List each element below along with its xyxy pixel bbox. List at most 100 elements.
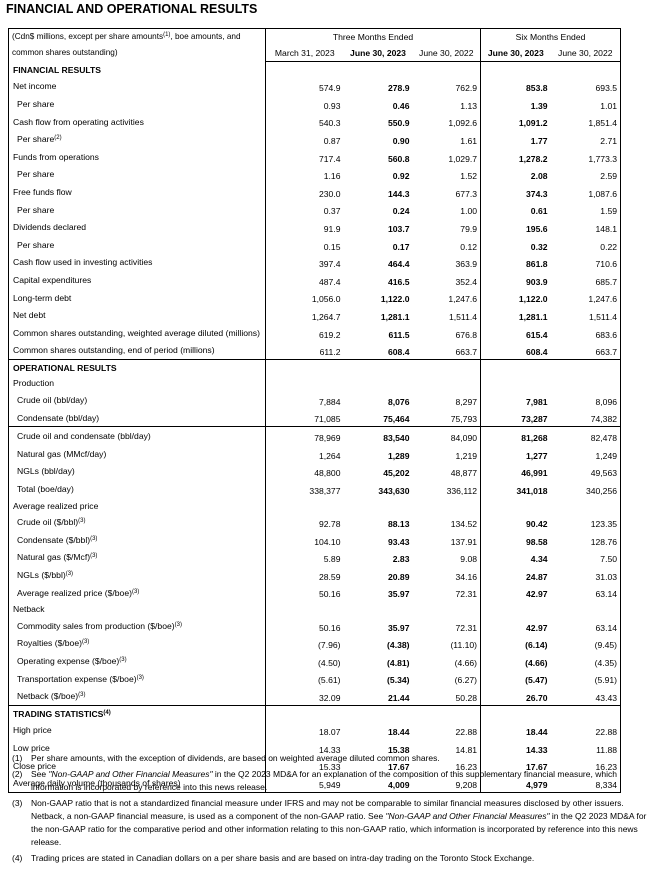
empty-cell [344, 601, 413, 617]
empty-cell [480, 704, 551, 722]
data-row: Close price 15.33 17.67 16.23 17.67 16.23 [8, 756, 621, 775]
data-row: Netback ($/boe)(3) 32.09 21.44 50.28 26.70 43… [8, 687, 621, 706]
value-cell: 73,287 [480, 408, 551, 427]
data-row: Per share(2) 0.87 0.90 1.61 1.77 2.71 [8, 130, 621, 148]
value-cell: (4.66) [480, 652, 551, 670]
data-row: Cash flow from operating activities 540.3… [8, 112, 621, 131]
value-cell: 1,087.6 [588, 188, 618, 199]
row-label: Per share [8, 165, 266, 184]
value-cell: 63.14 [595, 622, 618, 633]
row-label: Long-term debt [8, 288, 266, 307]
value-cell: 49,563 [590, 468, 618, 479]
value-cell: 35.97 [387, 589, 410, 600]
value-cell: 90.42 [480, 513, 551, 532]
empty-cell [412, 704, 481, 722]
value-cell: 50.28 [455, 692, 478, 703]
value-cell: 1,511.4 [588, 311, 618, 322]
footnote-marker: (1) [12, 753, 23, 763]
value-cell: (5.34) [387, 675, 410, 686]
label-text: Capital expenditures [13, 274, 92, 285]
value-cell: 81,268 [480, 426, 551, 446]
value-cell: 1,056.0 [311, 294, 341, 305]
empty-cell [480, 601, 551, 617]
label-text: Close price [13, 760, 56, 771]
value-cell: 7,884 [318, 396, 341, 407]
value-cell: 903.9 [480, 271, 551, 289]
empty-cell [550, 704, 621, 722]
data-row: Net income 574.9 278.9 762.9 853.8 693.5 [8, 77, 621, 96]
value-cell: 574.9 [318, 83, 341, 94]
value-cell: 48,800 [314, 468, 341, 479]
footnote: (2) See "Non-GAAP and Other Financial Mea… [0, 768, 655, 794]
label-text: Per share [17, 204, 55, 215]
label-text: Per share [17, 239, 55, 250]
value-cell: 2.08 [480, 165, 551, 184]
value-cell: 14.33 [318, 744, 341, 755]
group-header: Six Months Ended [480, 28, 621, 45]
value-cell: 560.8 [387, 153, 410, 164]
row-label: Cash flow from operating activities [8, 112, 266, 131]
empty-cell [413, 376, 481, 392]
data-row: NGLs ($/bbl)(3) 28.59 20.89 34.16 24.87 31.03 [8, 566, 621, 584]
value-cell: 615.4 [480, 323, 551, 342]
value-cell: 1,511.4 [448, 311, 478, 322]
value-cell: 340,256 [585, 485, 618, 496]
value-cell: 343,630 [378, 485, 410, 496]
column-header: March 31, 2023 [265, 45, 344, 62]
row-label: Common shares outstanding, end of period… [8, 341, 266, 360]
value-cell: (4.50) [318, 657, 341, 668]
value-cell: 5,949 [318, 779, 341, 790]
data-row: Dividends declared 91.9 103.7 79.9 195.6 148.… [8, 218, 621, 236]
header-note: (Cdn$ millions, except per share amounts… [8, 28, 266, 62]
empty-cell [551, 376, 621, 392]
value-cell: (4.81) [387, 657, 410, 668]
value-cell: 144.3 [387, 188, 410, 199]
value-cell: 230.0 [318, 188, 341, 199]
row-label: Capital expenditures [8, 271, 266, 289]
value-cell: 1,264 [318, 450, 341, 461]
value-cell: 1.13 [460, 100, 478, 111]
value-cell: 4,009 [387, 779, 410, 790]
value-cell: 4.34 [480, 548, 551, 567]
footnote-marker: (4) [12, 853, 23, 863]
empty-cell [551, 62, 621, 78]
empty-cell [344, 498, 413, 514]
value-cell: 148.1 [595, 223, 618, 234]
value-cell: 42.97 [480, 617, 551, 635]
table-body: FINANCIAL RESULTS Net income 574.9 278.9 762… [8, 61, 621, 793]
value-cell: 74,382 [590, 414, 618, 425]
row-label: Per share [8, 95, 266, 113]
value-cell: 1,281.1 [480, 306, 551, 324]
label-text: Free funds flow [13, 186, 72, 197]
value-cell: 50.16 [318, 589, 341, 600]
row-label: High price [8, 721, 266, 740]
value-cell: 717.4 [318, 153, 341, 164]
value-cell: 663.7 [455, 347, 478, 358]
value-cell: 1,247.6 [588, 294, 618, 305]
data-row: Crude oil ($/bbl)(3) 92.78 88.13 134.52 90.4… [8, 513, 621, 532]
data-row: Crude oil (bbl/day) 7,884 8,076 8,297 7,981 8… [8, 391, 621, 409]
data-row: Low price 14.33 15.38 14.81 14.33 11.88 [8, 739, 621, 757]
heading-row: Average realized price [8, 497, 621, 514]
value-cell: 42.97 [480, 583, 551, 602]
data-row: Common shares outstanding, weighted aver… [8, 323, 621, 342]
label-text: Common shares outstanding, weighted aver… [13, 327, 260, 338]
value-cell: 0.87 [323, 135, 341, 146]
value-cell: 14.33 [480, 739, 551, 757]
value-cell: 374.3 [480, 183, 551, 201]
value-cell: 0.15 [323, 241, 341, 252]
row-heading: Production [8, 375, 266, 392]
empty-cell [266, 601, 344, 617]
label-text: Crude oil and condensate (bbl/day) [17, 431, 151, 442]
value-cell: 71,085 [314, 414, 341, 425]
value-cell: 88.13 [387, 519, 410, 530]
value-cell: 1,092.6 [448, 118, 478, 129]
value-cell: 8,076 [387, 396, 410, 407]
value-cell: 22.88 [455, 727, 478, 738]
label-text: Crude oil ($/bbl) [17, 517, 79, 528]
value-cell: 195.6 [480, 218, 551, 236]
value-cell: 1,249 [595, 450, 618, 461]
row-label: Transportation expense ($/boe)(3) [8, 669, 266, 688]
row-label: Per share [8, 200, 266, 219]
